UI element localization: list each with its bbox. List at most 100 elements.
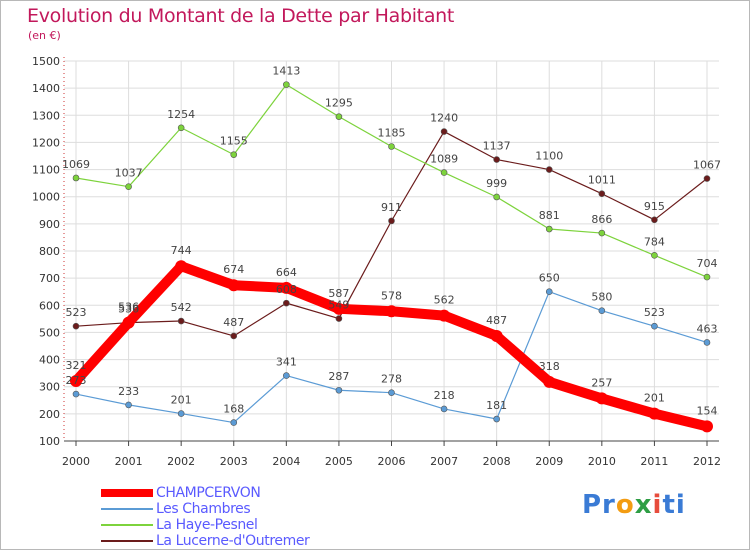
y-tick-label: 1500: [32, 55, 60, 68]
y-tick-label: 800: [39, 245, 60, 258]
data-point-champcervon: [438, 309, 451, 322]
data-point-les-chambres: [703, 339, 711, 346]
data-label-la-haye-pesnel: 1254: [167, 108, 195, 121]
data-point-les-chambres: [493, 415, 500, 423]
data-point-champcervon: [385, 305, 398, 318]
data-point-les-chambres: [651, 322, 658, 330]
data-label-les-chambres: 201: [171, 394, 192, 407]
data-label-champcervon: 664: [276, 266, 297, 279]
legend-swatch: [101, 524, 153, 526]
data-point-la-haye-pesnel: [125, 183, 132, 190]
logo-letter: i: [652, 490, 663, 520]
y-tick-label: 1300: [32, 109, 60, 122]
logo-letter: ti: [662, 490, 686, 520]
data-point-la-lucerne-d-outremer: [177, 317, 185, 325]
data-point-les-chambres: [545, 288, 553, 296]
data-point-les-chambres: [125, 401, 132, 409]
x-tick-label: 2008: [483, 455, 511, 468]
data-point-champcervon: [280, 281, 293, 294]
chart-unit-label: (en €): [28, 29, 61, 42]
data-label-les-chambres: 341: [276, 356, 297, 369]
x-tick-label: 2000: [62, 455, 90, 468]
data-label-les-chambres: 218: [434, 389, 455, 402]
x-tick-label: 2001: [115, 455, 143, 468]
data-label-champcervon: 201: [644, 392, 665, 405]
y-tick-label: 1400: [32, 82, 60, 95]
data-label-la-haye-pesnel: 1089: [430, 153, 458, 166]
data-label-la-lucerne-d-outremer: 1100: [535, 150, 563, 163]
data-label-la-haye-pesnel: 1295: [325, 97, 353, 110]
data-point-la-haye-pesnel: [545, 225, 553, 233]
legend-label: CHAMPCERVON: [156, 485, 261, 501]
data-label-la-haye-pesnel: 1037: [115, 167, 143, 180]
data-point-la-lucerne-d-outremer: [651, 216, 658, 224]
y-tick-label: 500: [39, 326, 60, 339]
data-point-les-chambres: [335, 386, 343, 394]
data-point-la-lucerne-d-outremer: [283, 299, 290, 307]
data-label-la-haye-pesnel: 881: [539, 209, 560, 222]
x-tick-label: 2012: [693, 455, 721, 468]
data-point-la-haye-pesnel: [177, 124, 185, 132]
data-label-les-chambres: 523: [644, 306, 665, 319]
data-point-la-haye-pesnel: [598, 229, 606, 237]
x-tick-label: 2010: [588, 455, 616, 468]
y-tick-label: 900: [39, 218, 60, 231]
x-tick-label: 2011: [640, 455, 668, 468]
data-label-les-chambres: 650: [539, 272, 560, 285]
data-point-les-chambres: [283, 372, 290, 379]
data-label-la-lucerne-d-outremer: 523: [66, 306, 87, 319]
data-label-la-lucerne-d-outremer: 911: [381, 201, 402, 214]
data-point-champcervon: [595, 392, 608, 405]
data-label-champcervon: 744: [171, 244, 192, 257]
logo-letter: o: [615, 490, 635, 520]
data-point-la-haye-pesnel: [335, 113, 343, 120]
data-point-champcervon: [122, 316, 135, 329]
data-label-les-chambres: 233: [118, 385, 139, 398]
data-label-champcervon: 562: [434, 294, 455, 307]
data-label-champcervon: 154: [697, 404, 718, 417]
data-label-la-lucerne-d-outremer: 915: [644, 200, 665, 213]
y-tick-label: 400: [39, 354, 60, 367]
data-point-la-lucerne-d-outremer: [72, 322, 80, 330]
data-point-champcervon: [490, 329, 503, 342]
data-point-la-haye-pesnel: [230, 151, 238, 158]
data-label-champcervon: 587: [328, 287, 349, 300]
data-label-les-chambres: 287: [328, 370, 349, 383]
x-tick-label: 2006: [378, 455, 406, 468]
data-label-la-haye-pesnel: 866: [591, 213, 612, 226]
data-point-la-haye-pesnel: [493, 193, 500, 201]
data-label-la-haye-pesnel: 1413: [272, 65, 300, 78]
data-point-champcervon: [648, 407, 661, 420]
y-tick-label: 300: [39, 381, 60, 394]
data-label-la-haye-pesnel: 1155: [220, 135, 248, 148]
data-point-champcervon: [701, 420, 713, 433]
legend-swatch: [101, 489, 153, 497]
data-label-la-haye-pesnel: 784: [644, 235, 665, 248]
data-label-la-haye-pesnel: 1069: [62, 158, 90, 171]
y-tick-label: 1000: [32, 191, 60, 204]
data-label-les-chambres: 580: [591, 291, 612, 304]
legend-swatch: [101, 508, 153, 510]
y-tick-label: 100: [39, 435, 60, 448]
x-tick-label: 2007: [430, 455, 458, 468]
data-label-la-lucerne-d-outremer: 487: [223, 316, 244, 329]
data-label-la-haye-pesnel: 999: [486, 177, 507, 190]
data-label-la-lucerne-d-outremer: 608: [276, 283, 297, 296]
data-label-champcervon: 318: [539, 360, 560, 373]
data-point-la-haye-pesnel: [703, 273, 711, 281]
data-point-champcervon: [227, 279, 240, 292]
data-label-champcervon: 674: [223, 263, 244, 276]
logo-letter: Pr: [582, 490, 616, 520]
data-label-la-lucerne-d-outremer: 1137: [483, 140, 511, 153]
data-label-champcervon: 536: [118, 301, 139, 314]
x-tick-label: 2002: [167, 455, 195, 468]
data-label-la-lucerne-d-outremer: 1011: [588, 174, 616, 187]
data-point-les-chambres: [177, 410, 185, 417]
data-point-la-lucerne-d-outremer: [335, 315, 343, 322]
data-point-la-lucerne-d-outremer: [703, 175, 711, 182]
legend-label: La Haye-Pesnel: [156, 517, 258, 533]
data-label-la-lucerne-d-outremer: 1067: [693, 159, 721, 172]
data-label-les-chambres: 168: [223, 403, 244, 416]
